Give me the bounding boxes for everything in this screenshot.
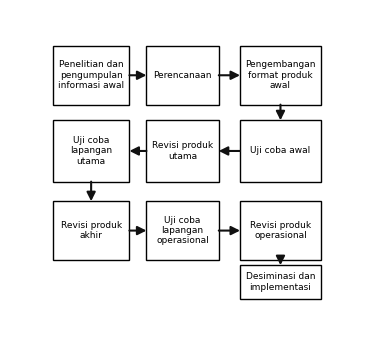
- Text: Uji coba
lapangan
utama: Uji coba lapangan utama: [70, 136, 112, 166]
- FancyBboxPatch shape: [53, 120, 130, 182]
- FancyBboxPatch shape: [53, 201, 130, 260]
- Text: Uji coba
lapangan
operasional: Uji coba lapangan operasional: [156, 216, 209, 245]
- FancyBboxPatch shape: [146, 120, 219, 182]
- FancyBboxPatch shape: [53, 46, 130, 105]
- FancyBboxPatch shape: [240, 120, 321, 182]
- FancyBboxPatch shape: [146, 46, 219, 105]
- Text: Perencanaan: Perencanaan: [153, 71, 212, 80]
- Text: Revisi produk
utama: Revisi produk utama: [152, 141, 213, 161]
- Text: Revisi produk
operasional: Revisi produk operasional: [250, 221, 311, 240]
- FancyBboxPatch shape: [146, 201, 219, 260]
- Text: Pengembangan
format produk
awal: Pengembangan format produk awal: [245, 60, 316, 90]
- FancyBboxPatch shape: [240, 46, 321, 105]
- Text: Desiminasi dan
implementasi: Desiminasi dan implementasi: [246, 273, 315, 292]
- Text: Penelitian dan
pengumpulan
informasi awal: Penelitian dan pengumpulan informasi awa…: [58, 60, 124, 90]
- Text: Uji coba awal: Uji coba awal: [250, 146, 311, 156]
- Text: Revisi produk
akhir: Revisi produk akhir: [60, 221, 122, 240]
- FancyBboxPatch shape: [240, 201, 321, 260]
- FancyBboxPatch shape: [240, 265, 321, 299]
